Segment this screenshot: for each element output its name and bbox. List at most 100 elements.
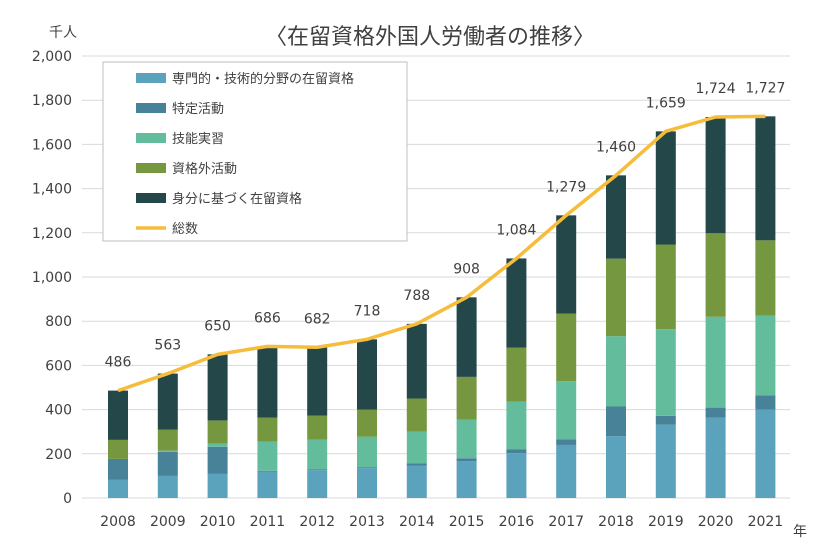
bar-segment [556, 381, 577, 440]
bar-segment [556, 444, 577, 498]
bar-segment [406, 431, 427, 464]
x-axis-unit: 年 [793, 524, 807, 540]
x-tick-label: 2009 [150, 514, 186, 530]
bar-segment [755, 240, 776, 316]
bar-segment [357, 468, 377, 498]
y-tick-label: 1,800 [32, 93, 72, 109]
y-tick-label: 2,000 [32, 49, 72, 65]
y-tick-label: 600 [45, 358, 72, 374]
bar-segment [606, 406, 626, 437]
x-tick-label: 2021 [748, 514, 784, 530]
bar-segment [506, 401, 527, 450]
bar-segment [655, 244, 676, 330]
bar-segment [506, 258, 527, 348]
bar-segment [705, 116, 726, 234]
x-tick-label: 2015 [449, 514, 485, 530]
y-tick-label: 200 [45, 447, 72, 463]
x-tick-label: 2012 [299, 514, 335, 530]
bar-segment [357, 339, 377, 410]
bar-segment [705, 407, 726, 418]
legend-swatch [136, 163, 166, 173]
legend-swatch [136, 73, 166, 83]
bar-segment [357, 467, 377, 469]
bar-segment [655, 424, 676, 498]
bar-segment [755, 116, 776, 241]
bar-segment [307, 470, 328, 498]
data-label: 1,084 [496, 222, 536, 238]
data-label: 718 [354, 303, 381, 319]
data-label: 908 [453, 261, 480, 277]
bar-segment [257, 471, 278, 498]
data-label: 788 [403, 288, 430, 304]
data-label: 1,727 [745, 80, 785, 96]
data-label: 650 [204, 318, 231, 334]
bar-segment [606, 258, 626, 337]
bar-segment [157, 450, 178, 452]
legend-label: 総数 [172, 222, 198, 237]
bar-segment [506, 453, 527, 498]
bar-segment [606, 436, 626, 498]
bar-segment [456, 458, 477, 462]
chart-title: 〈在留資格外国人労働者の推移〉 [265, 25, 595, 50]
bar-segment [655, 415, 676, 425]
bar-segment [606, 175, 626, 259]
y-tick-label: 1,200 [32, 226, 72, 242]
bar-segment [406, 323, 427, 399]
bar-segment [157, 429, 178, 451]
y-tick-label: 1,600 [32, 137, 72, 153]
legend-label: 資格外活動 [172, 161, 237, 177]
x-tick-label: 2017 [548, 514, 584, 530]
y-tick-label: 1,400 [32, 182, 72, 198]
x-tick-label: 2010 [200, 514, 236, 530]
x-tick-label: 2013 [349, 514, 385, 530]
bar-segment [556, 215, 577, 314]
bar-segment [207, 354, 228, 421]
bar-segment [108, 458, 128, 480]
y-tick-label: 1,000 [32, 270, 72, 286]
x-tick-label: 2008 [100, 514, 136, 530]
legend-label: 身分に基づく在留資格 [172, 191, 302, 207]
legend-swatch [136, 103, 166, 113]
bar-segment [556, 439, 577, 445]
x-tick-label: 2018 [598, 514, 634, 530]
bar-segment [755, 315, 776, 396]
bar-segment [755, 395, 776, 410]
bar-segment [307, 415, 328, 440]
bar-segment [606, 336, 626, 407]
bar-segment [108, 439, 128, 459]
y-tick-label: 400 [45, 403, 72, 419]
bar-segment [655, 329, 676, 416]
bar-segment [307, 469, 328, 471]
bar-segment [257, 346, 278, 418]
bar-segment [506, 449, 527, 454]
y-axis-unit: 千人 [49, 25, 77, 41]
bar-segment [307, 347, 328, 416]
data-label: 563 [154, 338, 181, 354]
legend-swatch [136, 193, 166, 203]
data-label: 1,659 [646, 95, 686, 111]
legend-swatch [136, 133, 166, 143]
bar-segment [257, 470, 278, 472]
bar-segment [456, 419, 477, 459]
bar-segment [108, 479, 128, 498]
total-line [117, 114, 766, 393]
bar-segment [655, 131, 676, 245]
legend-label: 技能実習 [172, 131, 224, 147]
bar-segment [406, 465, 427, 498]
y-tick-label: 800 [45, 314, 72, 330]
bar-segment [456, 297, 477, 377]
bar-segment [556, 313, 577, 382]
x-tick-label: 2016 [499, 514, 535, 530]
legend-label: 専門的・技術的分野の在留資格 [172, 71, 354, 87]
bar-segment [456, 376, 477, 420]
bar-segment [157, 373, 178, 430]
bar-segment [705, 417, 726, 498]
bar-segment [506, 347, 527, 402]
bar-segment [357, 409, 377, 437]
data-label: 682 [304, 311, 331, 327]
x-tick-label: 2014 [399, 514, 435, 530]
bar-segment [406, 398, 427, 432]
bar-segment [207, 443, 228, 447]
